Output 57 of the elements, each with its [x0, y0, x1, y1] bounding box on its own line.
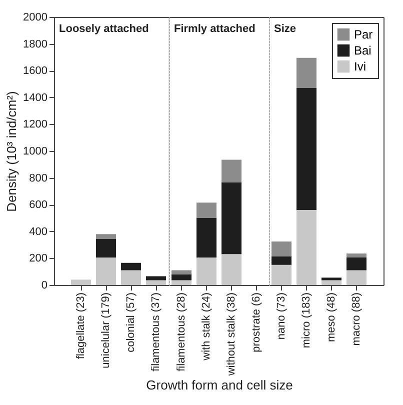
y-tick-label: 200: [29, 252, 48, 265]
bar: [146, 280, 166, 285]
y-tick-label: 600: [29, 199, 48, 212]
x-tick-label: without stalk (38): [226, 292, 238, 377]
bar: [322, 280, 342, 285]
bar: [121, 270, 141, 285]
y-axis-title: Density (10³ ind/cm²): [4, 91, 20, 212]
y-tick-label: 800: [29, 172, 48, 184]
legend-label: Bai: [354, 44, 372, 58]
text: Loosely attached: [59, 23, 149, 35]
x-tick-label: macro (88): [350, 292, 362, 346]
x-tick-label: colonial (57): [125, 292, 137, 352]
bar: [296, 88, 316, 210]
y-tick-label: 1600: [23, 65, 48, 78]
x-tick-label: unicelular (179): [100, 292, 112, 368]
x-tick-label: flagellate (23): [75, 292, 87, 360]
x-tick-label: with stalk (24): [200, 292, 212, 362]
x-tick-label: nano (73): [276, 292, 288, 340]
bar: [96, 238, 116, 258]
x-tick-label: prostrate (6): [250, 292, 262, 352]
text: Firmly attached: [174, 23, 256, 35]
bar: [272, 256, 292, 265]
bar: [146, 276, 166, 280]
bar: [196, 202, 216, 218]
bar: [196, 258, 216, 285]
y-tick-label: 1200: [23, 118, 48, 131]
bar: [322, 278, 342, 280]
bar: [222, 160, 242, 182]
bar: [222, 254, 242, 285]
y-tick-label: 1000: [23, 146, 48, 158]
y-tick-label: 1400: [23, 92, 48, 104]
text: Size: [274, 23, 296, 35]
x-tick-label: micro (183): [300, 292, 312, 348]
x-axis-title: Growth form and cell size: [146, 378, 293, 393]
bar: [121, 262, 141, 270]
y-tick-label: 1800: [23, 38, 48, 50]
y-tick-label: 400: [29, 226, 48, 238]
bar: [346, 270, 366, 285]
bar: [272, 264, 292, 285]
x-tick-label: meso (48): [326, 292, 338, 342]
legend-label: Ivi: [354, 60, 366, 74]
bar: [71, 280, 91, 285]
bar: [96, 234, 116, 239]
bar: [346, 254, 366, 258]
bar: [172, 280, 192, 285]
legend-label: Par: [354, 28, 373, 42]
y-tick-label: 0: [41, 280, 48, 292]
bar: [222, 182, 242, 254]
bar: [196, 218, 216, 258]
bar: [296, 58, 316, 88]
bar: [96, 258, 116, 285]
x-tick-label: filamentous (28): [176, 292, 188, 372]
x-tick-label: filamentous (37): [150, 292, 162, 372]
y-tick-label: 2000: [23, 12, 48, 24]
bar: [346, 258, 366, 270]
bar: [296, 210, 316, 285]
bar: [172, 274, 192, 280]
